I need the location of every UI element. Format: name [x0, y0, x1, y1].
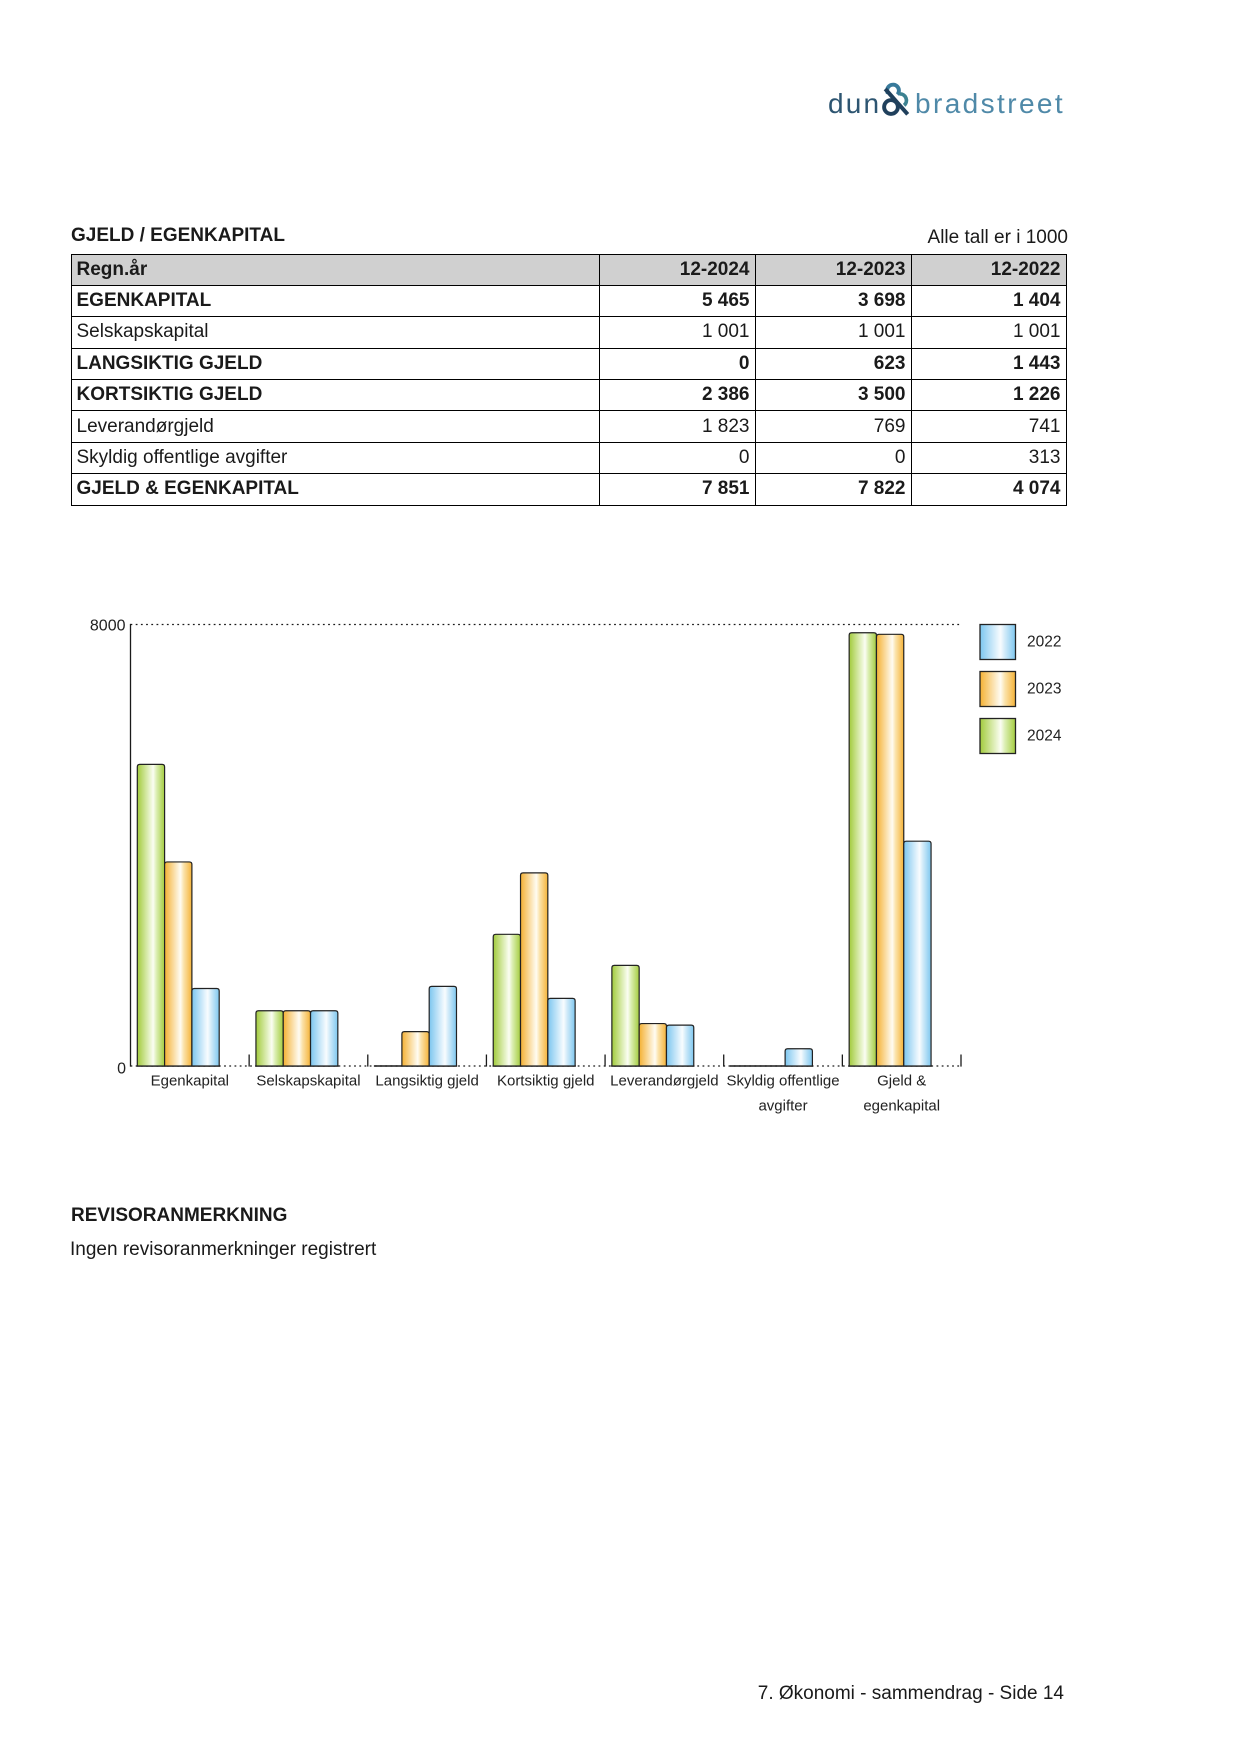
svg-text:avgifter: avgifter: [758, 1098, 807, 1115]
svg-text:Gjeld &: Gjeld &: [877, 1073, 926, 1090]
svg-text:egenkapital: egenkapital: [863, 1098, 940, 1115]
svg-text:Selskapskapital: Selskapskapital: [256, 1073, 360, 1090]
svg-text:Skyldig offentlige: Skyldig offentlige: [726, 1073, 839, 1090]
svg-text:Leverandørgjeld: Leverandørgjeld: [610, 1073, 718, 1090]
svg-text:Langsiktig gjeld: Langsiktig gjeld: [375, 1073, 478, 1090]
svg-text:Kortsiktig gjeld: Kortsiktig gjeld: [497, 1073, 595, 1090]
svg-text:Egenkapital: Egenkapital: [151, 1073, 229, 1090]
svg-text:2022: 2022: [1027, 634, 1061, 651]
svg-text:8000: 8000: [90, 618, 126, 635]
svg-text:0: 0: [117, 1061, 126, 1078]
svg-text:2023: 2023: [1027, 681, 1061, 698]
svg-text:2024: 2024: [1027, 728, 1062, 745]
